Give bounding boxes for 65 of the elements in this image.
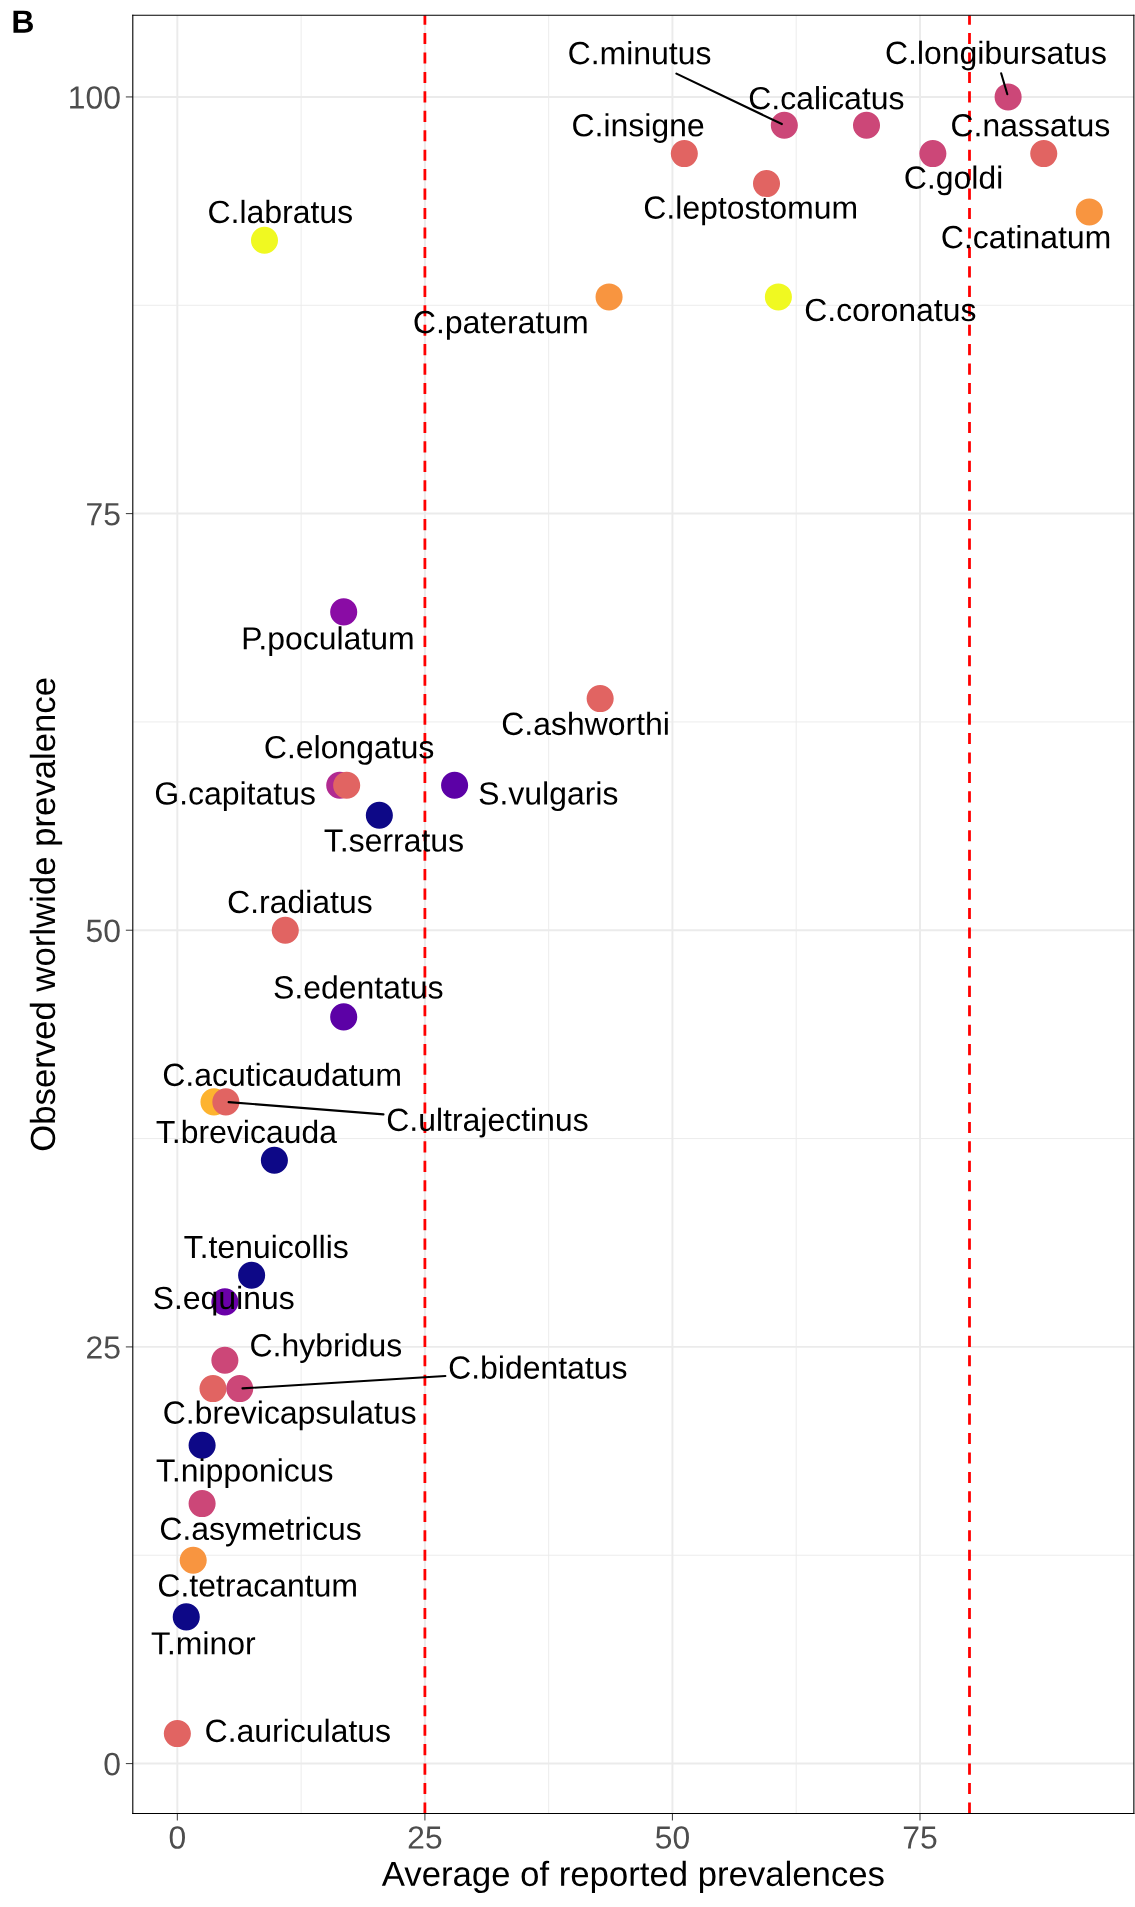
annotation: S.vulgaris (479, 781, 618, 812)
point (365, 801, 393, 829)
annotation: C.leptostomum (644, 195, 856, 226)
point (179, 1546, 207, 1574)
annotation: C.ashworthi (502, 711, 668, 736)
point (163, 1720, 191, 1748)
point (260, 1146, 288, 1174)
annotation: T.nipponicus (156, 1458, 333, 1489)
annotation: C.ultrajectinus (387, 1107, 588, 1138)
annotation: C.calicatus (749, 86, 904, 110)
annotation: T.minor (151, 1631, 256, 1655)
annotation: T.brevicauda (156, 1119, 337, 1144)
point (1075, 198, 1103, 226)
point (172, 1603, 200, 1631)
annotation: C.labratus (209, 199, 352, 224)
annotation: C.bidentatus (449, 1355, 627, 1379)
y-tick-label: 0 (104, 1752, 120, 1776)
annotation: C.minutus (569, 41, 711, 65)
annotation: C.auriculatus (206, 1718, 390, 1743)
point (188, 1490, 216, 1518)
y-tick-label: 25 (87, 1336, 120, 1359)
x-tick-label: 75 (903, 1826, 937, 1849)
annotation: C.acuticaudatum (163, 1062, 400, 1087)
y-tick-label: 75 (87, 503, 120, 526)
annotation: C.insigne (573, 113, 704, 143)
annotation: C.goldi (905, 165, 1002, 196)
x-tick-label: 50 (655, 1826, 689, 1849)
point (852, 111, 881, 139)
point (330, 1003, 358, 1031)
annotation: T.tenuicollis (184, 1234, 348, 1259)
x-tick-label: 25 (408, 1826, 442, 1849)
annotation: T.serratus (324, 829, 463, 852)
point (1030, 140, 1058, 168)
point (271, 916, 299, 944)
annotation: P.poculatum (243, 626, 413, 656)
y-tick-label: 50 (86, 919, 120, 943)
x-axis-title: Average of reported prevalences (381, 1860, 884, 1894)
point (595, 283, 623, 311)
y-tick-label: 100 (70, 86, 120, 109)
point (770, 111, 798, 139)
point (441, 771, 469, 799)
x-tick-label: 0 (169, 1826, 185, 1849)
y-axis-title: Observed worlwide prevalence (29, 678, 63, 1151)
point (994, 83, 1022, 111)
annotation: S.edentatus (274, 975, 443, 999)
point (211, 1346, 239, 1374)
annotation: C.asymetricus (160, 1516, 361, 1547)
annotation: C.nassatus (952, 113, 1110, 137)
point (250, 226, 279, 254)
point (188, 1431, 216, 1459)
annotation: C.hybridus (251, 1333, 402, 1363)
annotation: C.elongatus (265, 735, 434, 765)
point (333, 771, 361, 799)
annotation: C.pateratum (414, 310, 587, 340)
point (330, 598, 358, 626)
annotation: C.brevicapsulatus (164, 1400, 416, 1431)
point (212, 1088, 240, 1116)
annotation: C.radiatus (228, 889, 372, 914)
annotation: C.longibursatus (886, 40, 1106, 71)
annotation: C.tetracantum (159, 1574, 356, 1597)
point (586, 685, 614, 713)
point (764, 283, 792, 311)
annotation: G.capitatus (155, 781, 315, 812)
annotation: C.catinatum (942, 225, 1110, 249)
text: B (13, 10, 33, 33)
